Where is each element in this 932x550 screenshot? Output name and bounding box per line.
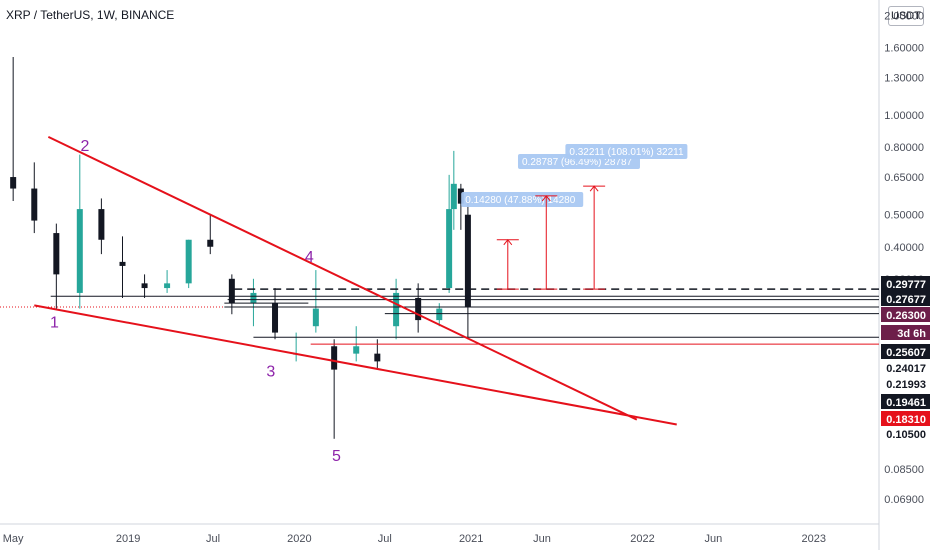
price-range-measure[interactable]: 0.14280 (47.88%) 14280 — [461, 192, 584, 290]
svg-text:0.18310: 0.18310 — [886, 414, 926, 426]
candle — [141, 274, 148, 298]
candle — [331, 339, 338, 439]
price-axis-label: 0.24017 — [886, 363, 926, 375]
wave-label-1: 1 — [50, 314, 59, 331]
candle — [164, 270, 171, 293]
drawings: 1 2 3 4 5 0.14280 (47.88%) 14280 0.28787 (96.4… — [0, 135, 879, 465]
measure-label: 0.14280 (47.88%) 14280 — [465, 195, 576, 206]
time-tick-label: 2021 — [459, 533, 483, 545]
price-tick-label: 0.50000 — [884, 210, 924, 222]
measure-label: 0.28787 (96.49%) 28787 — [522, 157, 633, 168]
svg-text:0.19461: 0.19461 — [886, 397, 926, 409]
price-tick-label: 0.08500 — [884, 464, 924, 476]
wave-label-5: 5 — [332, 448, 341, 465]
candle — [446, 174, 453, 293]
price-tick-label: 2.00000 — [884, 11, 924, 23]
wave-label-3: 3 — [266, 364, 275, 381]
upper-wedge-trendline — [47, 135, 638, 421]
time-axis[interactable]: May 2019 Jul 2020 Jul 2021 Jun 2022 Jun 2023 — [3, 533, 826, 545]
candle — [415, 283, 422, 333]
time-tick-label: 2022 — [630, 533, 654, 545]
candle — [10, 56, 17, 202]
time-tick-label: Jun — [704, 533, 722, 545]
lower-wedge-trendline — [34, 304, 677, 426]
candle — [119, 236, 126, 298]
time-tick-label: May — [3, 533, 24, 545]
candle — [185, 239, 192, 289]
price-axis-label: 0.27677 — [881, 291, 930, 306]
price-tick-label: 1.00000 — [884, 110, 924, 122]
price-axis-label: 3d 6h — [881, 325, 930, 340]
price-tick-label: 0.80000 — [884, 142, 924, 154]
wave-label-4: 4 — [305, 249, 314, 266]
time-tick-label: 2020 — [287, 533, 311, 545]
candle — [228, 274, 235, 315]
price-tick-label: 0.06900 — [884, 494, 924, 506]
price-range-measure[interactable]: 0.28787 (96.49%) 28787 — [517, 154, 640, 290]
svg-text:0.26300: 0.26300 — [886, 310, 926, 322]
time-tick-label: Jul — [206, 533, 220, 545]
price-axis-label: 0.19461 — [881, 394, 930, 409]
svg-text:3d 6h: 3d 6h — [897, 328, 926, 340]
measure-label: 0.32211 (108.01%) 32211 — [569, 147, 684, 158]
svg-text:0.24017: 0.24017 — [886, 363, 926, 375]
candle — [464, 201, 471, 340]
candle — [207, 214, 214, 255]
candle — [98, 198, 105, 255]
price-range-measure[interactable]: 0.32211 (108.01%) 32211 — [565, 144, 688, 290]
price-axis-label: 0.21993 — [886, 379, 926, 391]
time-tick-label: Jul — [378, 533, 392, 545]
price-axis-label: 0.26300 — [881, 307, 930, 322]
candle — [457, 183, 464, 230]
svg-text:0.21993: 0.21993 — [886, 379, 926, 391]
price-tick-label: 1.60000 — [884, 43, 924, 55]
price-axis-label: 0.25607 — [881, 344, 930, 359]
svg-text:0.29777: 0.29777 — [886, 279, 926, 291]
candle — [393, 278, 400, 340]
time-tick-label: Jun — [533, 533, 551, 545]
time-tick-label: 2023 — [802, 533, 826, 545]
price-axis-label: 0.29777 — [881, 276, 930, 291]
price-tick-label: 0.65000 — [884, 172, 924, 184]
price-tick-label: 1.30000 — [884, 73, 924, 85]
price-tick-label: 0.40000 — [884, 242, 924, 254]
candle — [53, 223, 60, 309]
candle — [31, 162, 38, 234]
time-tick-label: 2019 — [116, 533, 140, 545]
candle — [312, 270, 319, 333]
wave-label-2: 2 — [81, 138, 90, 155]
price-axis-label: 0.18310 — [881, 411, 930, 426]
candles — [10, 56, 471, 439]
chart-title: XRP / TetherUS, 1W, BINANCE — [6, 8, 175, 22]
price-axis[interactable]: 2.00000 1.60000 1.30000 1.00000 0.80000 0.650… — [881, 11, 930, 506]
currency-badge[interactable]: USDT — [888, 6, 924, 26]
candle — [450, 150, 457, 230]
svg-text:0.27677: 0.27677 — [886, 294, 926, 306]
svg-text:0.10500: 0.10500 — [886, 429, 926, 441]
candle — [250, 278, 257, 327]
candle — [76, 154, 83, 309]
price-axis-label: 0.10500 — [886, 429, 926, 441]
svg-text:0.25607: 0.25607 — [886, 347, 926, 359]
